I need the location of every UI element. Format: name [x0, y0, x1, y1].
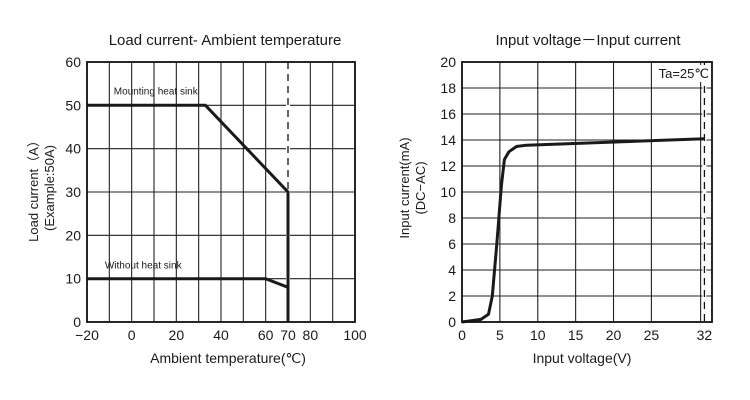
x-tick-label: 60: [258, 327, 274, 343]
load-current-chart: Load current- Ambient temperature Mounti…: [26, 32, 367, 366]
x-tick-label: 32: [697, 327, 713, 343]
x-tick-label: 10: [530, 327, 546, 343]
x-tick-labels: −20 0 20 40 60 70 80 100: [75, 327, 367, 343]
y-tick-label: 16: [440, 106, 456, 122]
x-tick-label: 0: [458, 327, 466, 343]
x-tick-label: 40: [213, 327, 229, 343]
series: [461, 137, 705, 324]
y-tick-label: 6: [448, 236, 456, 252]
series-line-1: [461, 137, 705, 324]
y-tick-label: 10: [440, 184, 456, 200]
x-tick-label: 20: [606, 327, 622, 343]
y-axis-label-line-1: Input current(mA): [397, 137, 412, 238]
y-tick-label: 20: [65, 227, 81, 243]
annotations: Ta=25℃: [659, 65, 710, 82]
chart-title: Load current- Ambient temperature: [109, 32, 342, 49]
annotation-label: Mounting heat sink: [114, 87, 199, 98]
y-tick-label: 60: [65, 54, 81, 70]
y-tick-labels: 0 10 20 30 40 50 60: [65, 54, 81, 330]
y-tick-label: 20: [440, 54, 456, 70]
y-tick-label: 50: [65, 97, 81, 113]
y-axis-label-line-2: (DC−AC): [413, 161, 428, 214]
series-line-1: [87, 103, 290, 322]
plot-frame: [86, 61, 356, 323]
x-tick-label: 80: [303, 327, 319, 343]
y-tick-label: 4: [448, 262, 456, 278]
x-tick-label: −20: [75, 327, 99, 343]
plot-border: [86, 61, 356, 323]
y-tick-label: 30: [65, 184, 81, 200]
series-line-2: [87, 277, 290, 322]
y-tick-label: 40: [65, 141, 81, 157]
annotation-label: Without heat sink: [105, 261, 183, 272]
y-axis-label-line-1: Load current（A）: [26, 134, 41, 242]
chart-title: Input voltage－Input current: [495, 32, 681, 49]
x-tick-label: 25: [644, 327, 660, 343]
y-axis-label-line-2: (Example:50A): [42, 145, 57, 231]
y-tick-label: 10: [65, 271, 81, 287]
annotation-label: Ta=25℃: [659, 66, 709, 81]
x-axis-label: Ambient temperature(℃): [150, 350, 306, 366]
y-tick-label: 0: [73, 314, 81, 330]
x-tick-labels: 0 5 10 15 20 25 32: [458, 327, 712, 343]
y-tick-label: 18: [440, 80, 456, 96]
y-tick-label: 8: [448, 210, 456, 226]
y-tick-labels: 0 2 4 6 8 10 12 14 16 18 20: [440, 54, 456, 330]
x-axis-label: Input voltage(V): [533, 350, 632, 366]
input-current-chart: Input voltage－Input current Ta=25℃ 0 5 10 1…: [397, 32, 713, 366]
x-tick-label: 100: [343, 327, 367, 343]
annotations: Mounting heat sink Without heat sink: [105, 87, 199, 272]
y-tick-label: 2: [448, 288, 456, 304]
y-tick-label: 14: [440, 132, 456, 148]
x-tick-label: 5: [496, 327, 504, 343]
x-tick-label: 15: [568, 327, 584, 343]
x-tick-label: 70: [280, 327, 296, 343]
x-tick-label: 20: [169, 327, 185, 343]
y-tick-label: 12: [440, 158, 456, 174]
plot-border: [461, 61, 713, 323]
series: [87, 103, 290, 322]
x-tick-label: 0: [128, 327, 136, 343]
annotation-background: [660, 65, 710, 82]
plot-frame: [461, 61, 713, 323]
y-tick-label: 0: [448, 314, 456, 330]
grid: [86, 61, 356, 323]
